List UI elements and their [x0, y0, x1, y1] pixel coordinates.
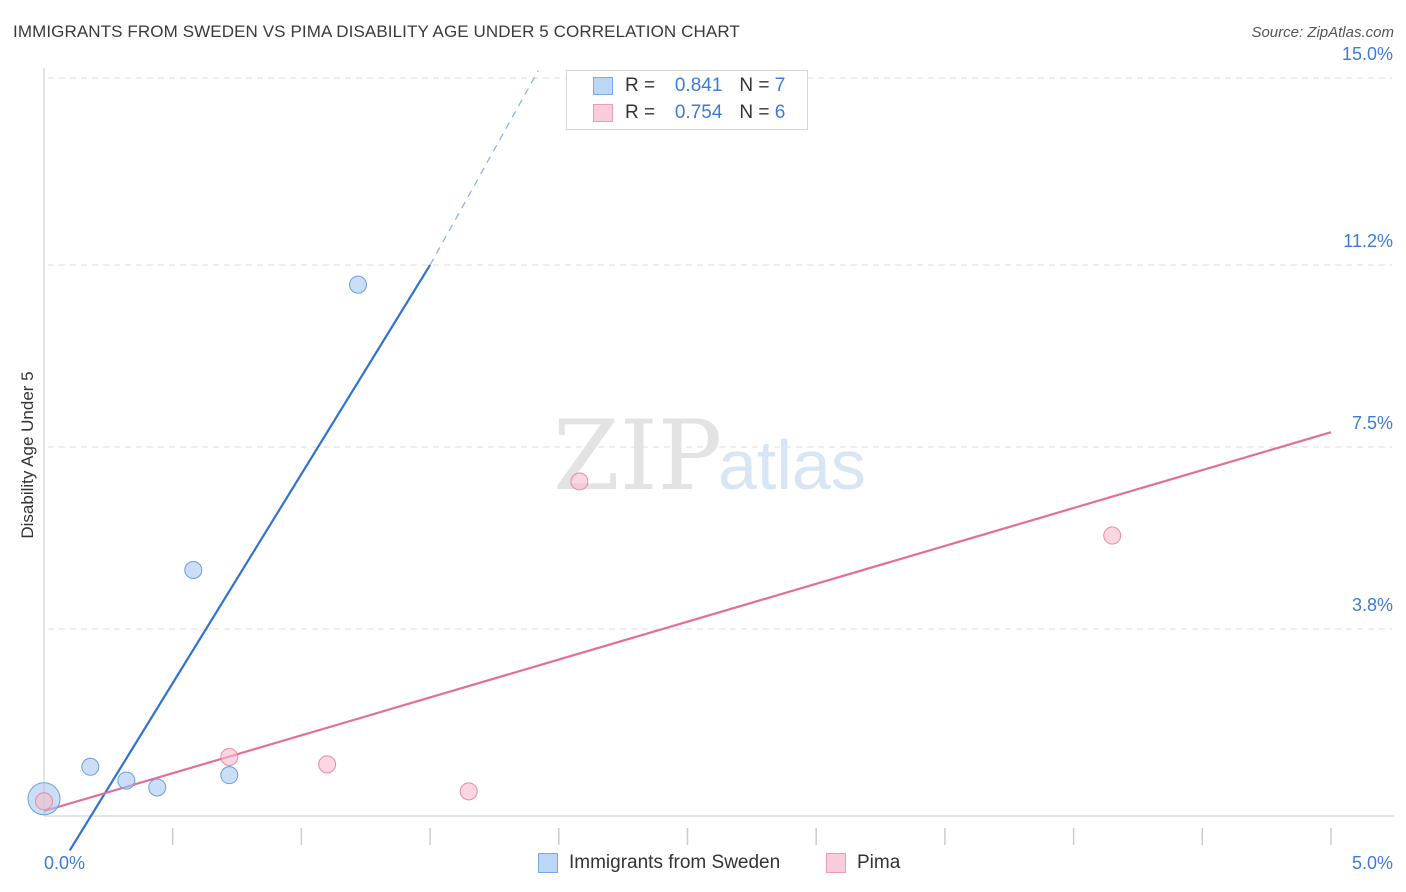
legend-n-label: N =	[739, 75, 770, 96]
trend-line-sweden	[68, 264, 432, 852]
data-point-sweden	[81, 757, 100, 776]
y-tick-label: 3.8%	[1352, 595, 1393, 615]
source-label: Source: ZipAtlas.com	[1251, 24, 1394, 41]
bottom-legend-label-pima: Pima	[857, 852, 901, 873]
bottom-legend-label-sweden: Immigrants from Sweden	[569, 852, 781, 873]
data-point-pima	[570, 472, 589, 491]
legend-row-pima: R = 0.754 N = 6	[593, 101, 785, 125]
data-point-pima	[318, 755, 337, 774]
data-point-sweden	[148, 778, 167, 797]
legend-r-value: 0.754	[674, 102, 723, 123]
legend-r-label: R =	[625, 75, 656, 96]
legend-n-value: 7	[774, 75, 786, 96]
y-axis-label: Disability Age Under 5	[18, 371, 37, 538]
legend-n-value: 6	[774, 102, 786, 123]
watermark-atlas: atlas	[718, 426, 866, 504]
y-tick-label: 7.5%	[1352, 413, 1393, 433]
bottom-legend-swatch-sweden	[538, 853, 558, 873]
legend-r-value: 0.841	[674, 75, 723, 96]
trend-line-extension	[429, 70, 539, 266]
data-point-pima	[1103, 526, 1122, 545]
data-point-sweden	[117, 771, 136, 790]
data-point-sweden	[349, 275, 368, 294]
x-tick-label-min: 0.0%	[44, 853, 85, 873]
data-point-pima	[220, 747, 239, 766]
legend-swatch-sweden	[593, 77, 613, 95]
data-point-sweden	[220, 766, 239, 785]
stats-legend: R = 0.841 N = 7 R = 0.754 N = 6	[566, 70, 808, 130]
legend-swatch-pima	[593, 104, 613, 122]
legend-row-sweden: R = 0.841 N = 7	[593, 74, 785, 98]
x-tick-label-max: 5.0%	[1352, 853, 1393, 873]
legend-r-label: R =	[625, 102, 656, 123]
data-point-pima	[35, 792, 53, 811]
bottom-legend-sweden: Immigrants from Sweden	[538, 852, 780, 874]
chart-title: IMMIGRANTS FROM SWEDEN VS PIMA DISABILIT…	[13, 22, 740, 41]
data-point-pima	[459, 782, 478, 801]
legend-n-label: N =	[739, 102, 770, 123]
watermark: ZIP atlas	[553, 400, 866, 512]
watermark-zip: ZIP	[553, 400, 722, 512]
y-tick-label: 15.0%	[1342, 44, 1393, 64]
trend-line-pima	[43, 431, 1332, 813]
bottom-legend-pima: Pima	[826, 852, 900, 874]
y-tick-label: 11.2%	[1343, 231, 1393, 251]
bottom-legend-swatch-pima	[826, 853, 846, 873]
data-point-sweden	[184, 561, 203, 579]
